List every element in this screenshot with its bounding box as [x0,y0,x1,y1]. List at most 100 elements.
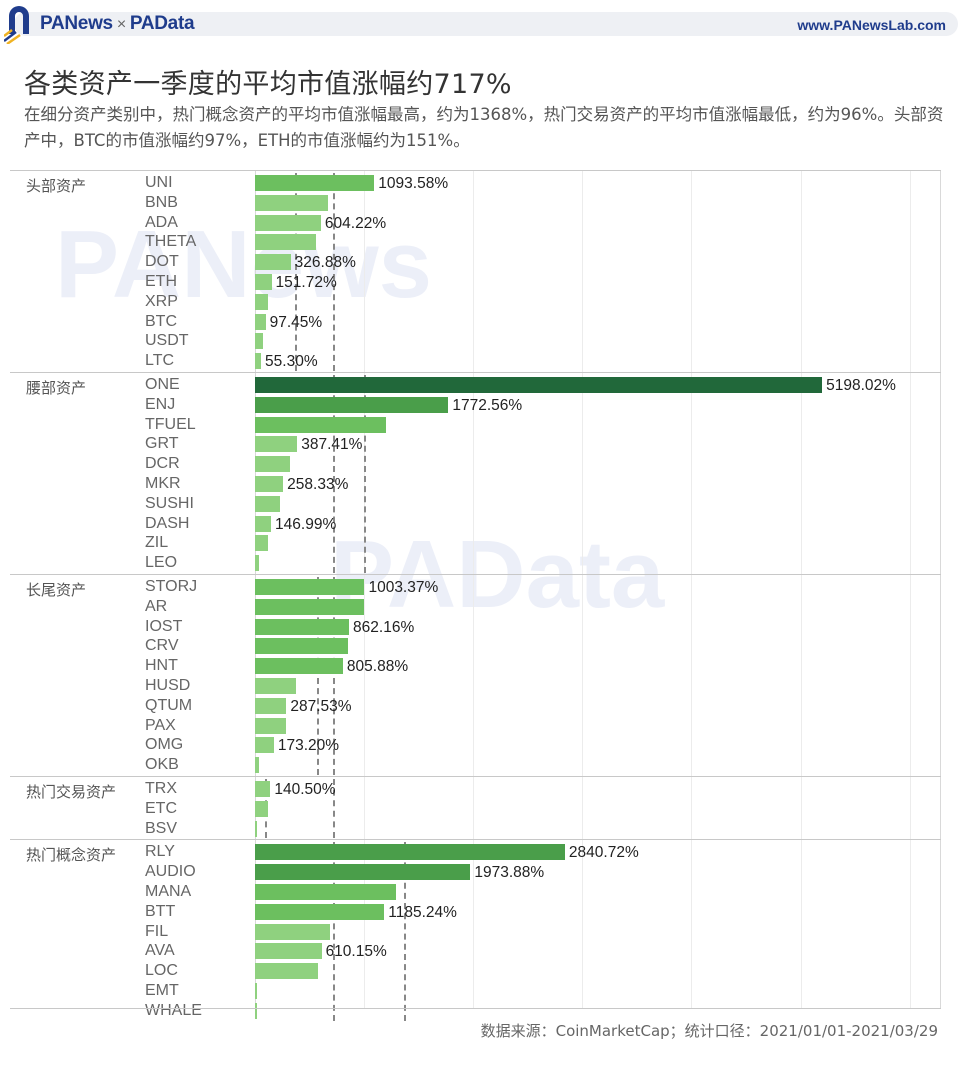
bar[interactable] [255,658,343,675]
reference-line [333,577,336,775]
value-label: 1003.37% [368,579,439,596]
asset-label: DOT [145,253,179,271]
gridline [582,170,584,1008]
bar[interactable] [255,923,331,940]
bar-row: DOT 326.88% [10,252,941,272]
group-label: 热门交易资产 [26,783,117,801]
bar[interactable] [255,883,396,900]
bar[interactable] [255,535,269,552]
bar-row: BTT 1185.24% [10,902,941,922]
bar[interactable] [255,903,385,920]
asset-label: QTUM [145,696,193,714]
asset-label: ETH [145,273,177,290]
bar-row: AUDIO 1973.88% [10,862,941,882]
asset-label: PAX [145,716,176,734]
bar-row: ADA 604.22% [10,213,941,233]
chart-group: 头部资产 UNI 1093.58% BNB ADA 604.22% THETA DOT 326.… [10,170,941,372]
bar[interactable] [255,1002,257,1019]
value-label: 805.88% [346,658,409,676]
group-label: 头部资产 [26,177,87,195]
value-label: 326.88% [294,254,356,272]
bar[interactable] [255,781,271,797]
brand-title: PANews × PAData [40,13,195,35]
bar-row: RLY 2840.72% [10,842,941,862]
bar[interactable] [255,333,264,350]
bar[interactable] [255,377,823,393]
asset-label: OKB [145,756,179,774]
bar[interactable] [255,943,322,960]
bar[interactable] [255,194,329,211]
bar[interactable] [255,175,375,191]
bar-row: ETH 151.72% [10,272,941,292]
bar[interactable] [255,396,449,413]
bar[interactable] [255,456,290,473]
bar[interactable] [255,234,316,251]
chart-title: 各类资产一季度的平均市值涨幅约717% [24,69,512,100]
value-label: 97.45% [269,313,323,331]
bar[interactable] [255,313,266,330]
asset-label: AR [145,597,168,615]
bar[interactable] [255,416,386,433]
bar[interactable] [255,254,291,271]
bar[interactable] [255,353,262,370]
bar[interactable] [255,737,274,754]
brand-separator: × [116,16,126,33]
value-label: 2840.72% [568,844,639,862]
asset-label: LOC [145,962,178,980]
reference-line [364,375,367,573]
bar[interactable] [255,214,321,231]
bar-row: BNB [10,193,941,213]
value-label: 387.41% [301,436,363,454]
bar[interactable] [255,757,260,774]
chart-group: 热门概念资产 RLY 2840.72% AUDIO 1973.88% MANA BTT 118… [10,839,941,1021]
bar[interactable] [255,476,284,492]
gridline [691,170,693,1008]
bar[interactable] [255,864,471,881]
bar[interactable] [255,515,272,532]
bar[interactable] [255,820,258,837]
bar-row: DASH 146.99% [10,514,941,534]
bar-row: FIL [10,922,941,942]
bar[interactable] [255,495,281,512]
bar[interactable] [255,293,269,310]
asset-label: ETC [145,799,177,817]
bar-row: GRT 387.41% [10,434,941,454]
bar[interactable] [255,579,365,595]
chart-group: 热门交易资产 TRX 140.50% ETC BSV [10,776,941,839]
gridline [909,170,911,1008]
bar[interactable] [255,678,297,694]
reference-line [317,577,320,775]
data-source-note: 数据来源：CoinMarketCap；统计口径：2021/01/01-2021/… [480,1022,938,1040]
bar-row: HUSD [10,676,941,696]
bar[interactable] [255,717,287,734]
bar[interactable] [255,598,365,615]
bar[interactable] [255,982,257,999]
value-label: 604.22% [324,214,387,232]
asset-label: WHALE [145,1001,202,1019]
asset-label: BTT [145,902,176,920]
bar-row: HNT 805.88% [10,656,941,676]
bar[interactable] [255,638,348,655]
value-label: 151.72% [275,274,337,291]
asset-label: MANA [145,882,192,900]
bar[interactable] [255,274,272,290]
site-url[interactable]: www.PANewsLab.com [797,17,946,33]
value-label: 1772.56% [452,396,523,414]
asset-label: LTC [145,352,175,370]
bar[interactable] [255,963,319,980]
value-label: 146.99% [275,515,337,533]
bar[interactable] [255,800,268,817]
bar[interactable] [255,436,298,453]
bar-row: AR [10,597,941,617]
bar[interactable] [255,618,350,635]
bar[interactable] [255,555,260,572]
bar[interactable] [255,844,565,861]
reference-line [295,173,298,371]
value-label: 1093.58% [378,175,449,192]
bar-row: QTUM 287.53% [10,696,941,716]
group-label: 热门概念资产 [26,846,117,865]
bar-row: ETC [10,799,941,819]
brand-padata: PAData [129,13,195,34]
chart-bottom-rule [10,1008,941,1009]
bar[interactable] [255,697,287,714]
